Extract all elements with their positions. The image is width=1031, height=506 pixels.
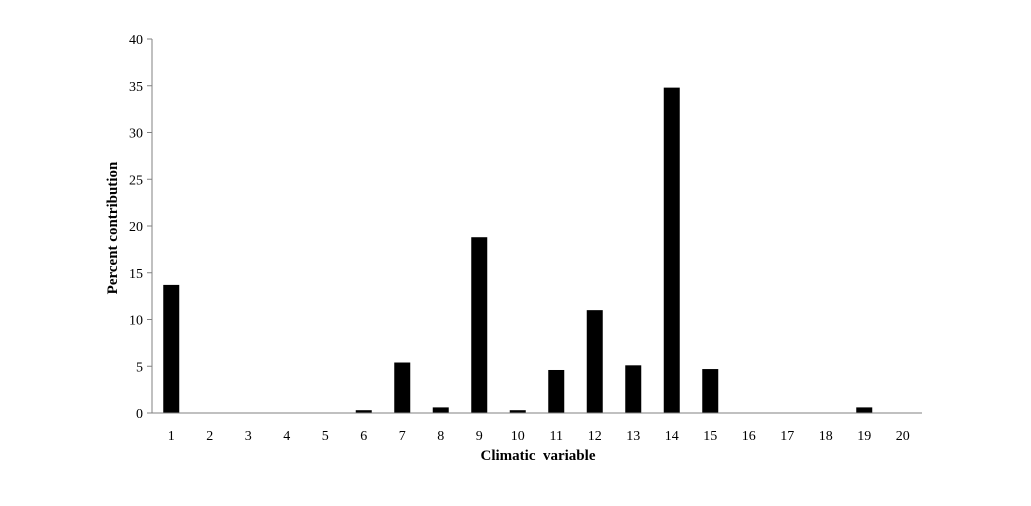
- x-tick-label: 20: [896, 429, 910, 444]
- bar-10: [509, 410, 526, 413]
- y-tick-label: 20: [129, 220, 143, 235]
- x-tick-label: 17: [780, 429, 794, 444]
- bars-group: [163, 87, 873, 414]
- x-tick-label: 15: [703, 429, 717, 444]
- y-tick-label: 30: [129, 127, 143, 142]
- x-tick-label: 9: [476, 429, 483, 444]
- bar-14: [663, 87, 680, 414]
- x-tick-label: 13: [626, 429, 640, 444]
- x-tick-label: 18: [819, 429, 833, 444]
- bar-9: [471, 237, 488, 413]
- x-tick-label: 14: [665, 429, 679, 444]
- x-axis-ticks: 1 2 3 4 5 6 7 8 9 10 11 12 13 14 15 16 17 18 19 20: [168, 429, 910, 444]
- y-tick-label: 35: [129, 80, 143, 95]
- x-tick-label: 7: [399, 429, 406, 444]
- bar-15: [702, 369, 719, 413]
- bar-19: [856, 407, 873, 413]
- x-tick-label: 1: [168, 429, 175, 444]
- y-tick-label: 40: [129, 33, 143, 48]
- bar-8: [432, 407, 449, 413]
- y-tick-label: 25: [129, 173, 143, 188]
- bar-11: [548, 369, 565, 413]
- y-tick-label: 0: [136, 407, 143, 422]
- x-tick-label: 3: [245, 429, 252, 444]
- x-tick-label: 6: [360, 429, 367, 444]
- x-tick-label: 4: [283, 429, 290, 444]
- bar-6: [355, 410, 372, 413]
- bar-1: [163, 284, 180, 413]
- x-tick-label: 16: [742, 429, 756, 444]
- y-axis-ticks: 0 5 10 15 20 25 30 35 40: [129, 33, 152, 422]
- x-tick-label: 12: [588, 429, 602, 444]
- x-tick-label: 5: [322, 429, 329, 444]
- y-tick-label: 15: [129, 267, 143, 282]
- x-tick-label: 11: [550, 429, 563, 444]
- bar-12: [586, 310, 603, 413]
- y-tick-label: 10: [129, 314, 143, 329]
- y-tick-label: 5: [136, 360, 143, 375]
- y-axis-title: Percent contribution: [105, 161, 121, 294]
- x-tick-label: 19: [857, 429, 871, 444]
- bar-13: [625, 365, 642, 413]
- x-tick-label: 10: [511, 429, 525, 444]
- bar-7: [394, 362, 411, 413]
- x-tick-label: 2: [206, 429, 213, 444]
- x-axis-title: Climatic variable: [481, 448, 596, 464]
- x-tick-label: 8: [437, 429, 444, 444]
